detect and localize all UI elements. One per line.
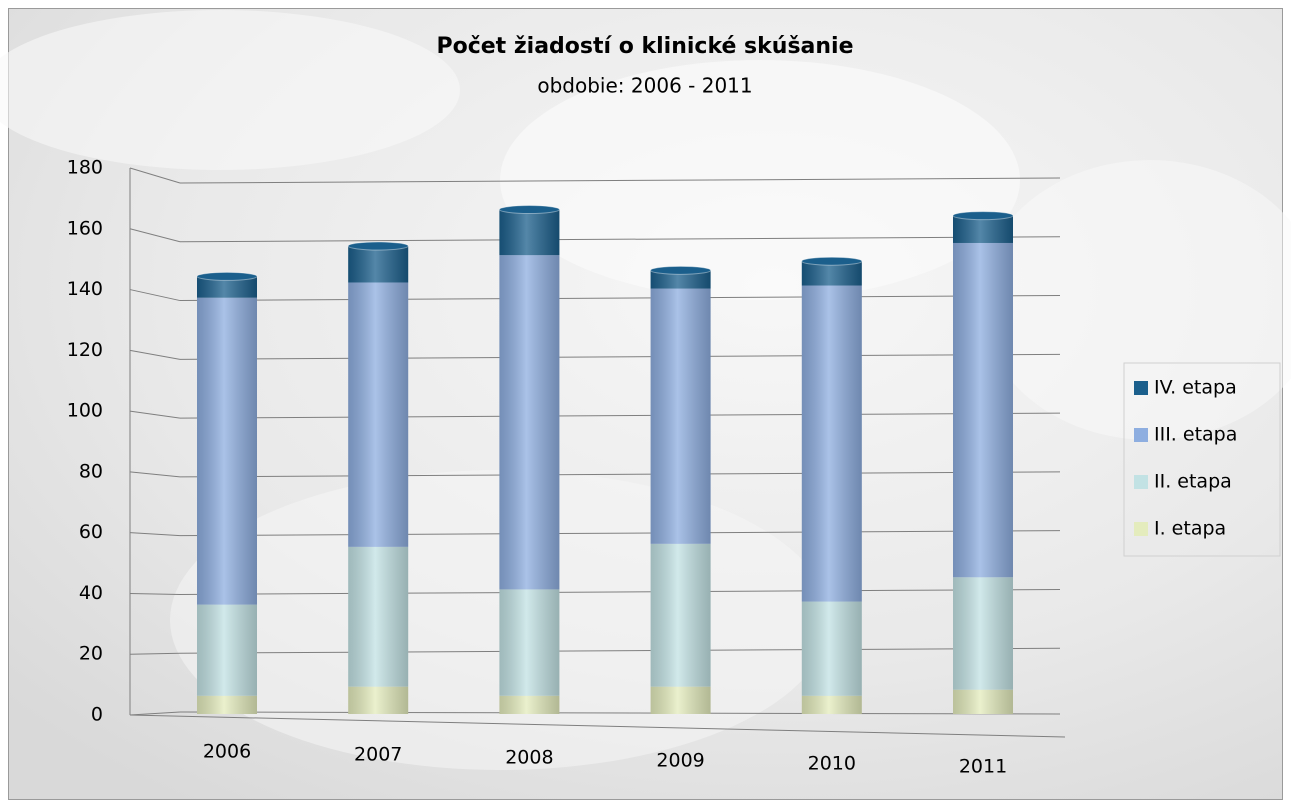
legend-swatch xyxy=(1134,381,1148,395)
bar-shade xyxy=(802,602,862,696)
y-tick-label: 160 xyxy=(67,217,103,239)
y-tick-label: 140 xyxy=(67,278,103,300)
legend-label: II. etapa xyxy=(1154,471,1232,493)
legend-swatch xyxy=(1134,428,1148,442)
bar-shade xyxy=(348,687,408,714)
chart: Počet žiadostí o klinické skúšanie obdob… xyxy=(0,0,1291,808)
legend-label: I. etapa xyxy=(1154,518,1226,540)
bar-cap xyxy=(802,257,862,265)
bar-cap xyxy=(197,272,257,280)
x-tick-label: 2007 xyxy=(354,744,402,766)
x-tick-label: 2010 xyxy=(808,753,856,775)
y-tick-label: 20 xyxy=(79,643,103,665)
bar-shade xyxy=(197,696,257,714)
bar-shade xyxy=(197,298,257,605)
y-tick-label: 40 xyxy=(79,582,103,604)
bar-shade xyxy=(802,696,862,714)
bar-cap xyxy=(651,266,711,274)
legend-label: III. etapa xyxy=(1154,424,1237,446)
y-tick-label: 100 xyxy=(67,400,103,422)
bar-cap xyxy=(348,242,408,250)
bar-shade xyxy=(348,547,408,687)
bar-shade xyxy=(499,210,559,256)
y-tick-label: 120 xyxy=(67,339,103,361)
y-tick-label: 180 xyxy=(67,157,103,179)
background-pill xyxy=(0,10,460,170)
bar-shade xyxy=(499,696,559,714)
bar-cap xyxy=(953,212,1013,220)
bar-shade xyxy=(651,687,711,714)
bar-shade xyxy=(953,690,1013,714)
bar-shade xyxy=(499,255,559,589)
bar-shade xyxy=(953,243,1013,577)
legend-label: IV. etapa xyxy=(1154,377,1237,399)
x-tick-label: 2008 xyxy=(505,747,553,769)
chart-subtitle: obdobie: 2006 - 2011 xyxy=(537,74,752,98)
bar-shade xyxy=(197,605,257,696)
bar-cap xyxy=(499,206,559,214)
x-tick-label: 2011 xyxy=(959,756,1007,778)
y-tick-label: 0 xyxy=(91,704,103,726)
legend-swatch xyxy=(1134,522,1148,536)
bar-shade xyxy=(499,589,559,695)
x-tick-label: 2009 xyxy=(656,750,704,772)
y-tick-label: 80 xyxy=(79,460,103,482)
bar-shade xyxy=(802,286,862,602)
bar-shade xyxy=(953,577,1013,689)
bar-shade xyxy=(348,282,408,546)
y-tick-label: 60 xyxy=(79,521,103,543)
chart-title: Počet žiadostí o klinické skúšanie xyxy=(436,34,853,59)
legend-swatch xyxy=(1134,475,1148,489)
bar-shade xyxy=(348,246,408,282)
bar-shade xyxy=(651,289,711,544)
x-tick-label: 2006 xyxy=(203,741,251,763)
bar-shade xyxy=(651,544,711,687)
